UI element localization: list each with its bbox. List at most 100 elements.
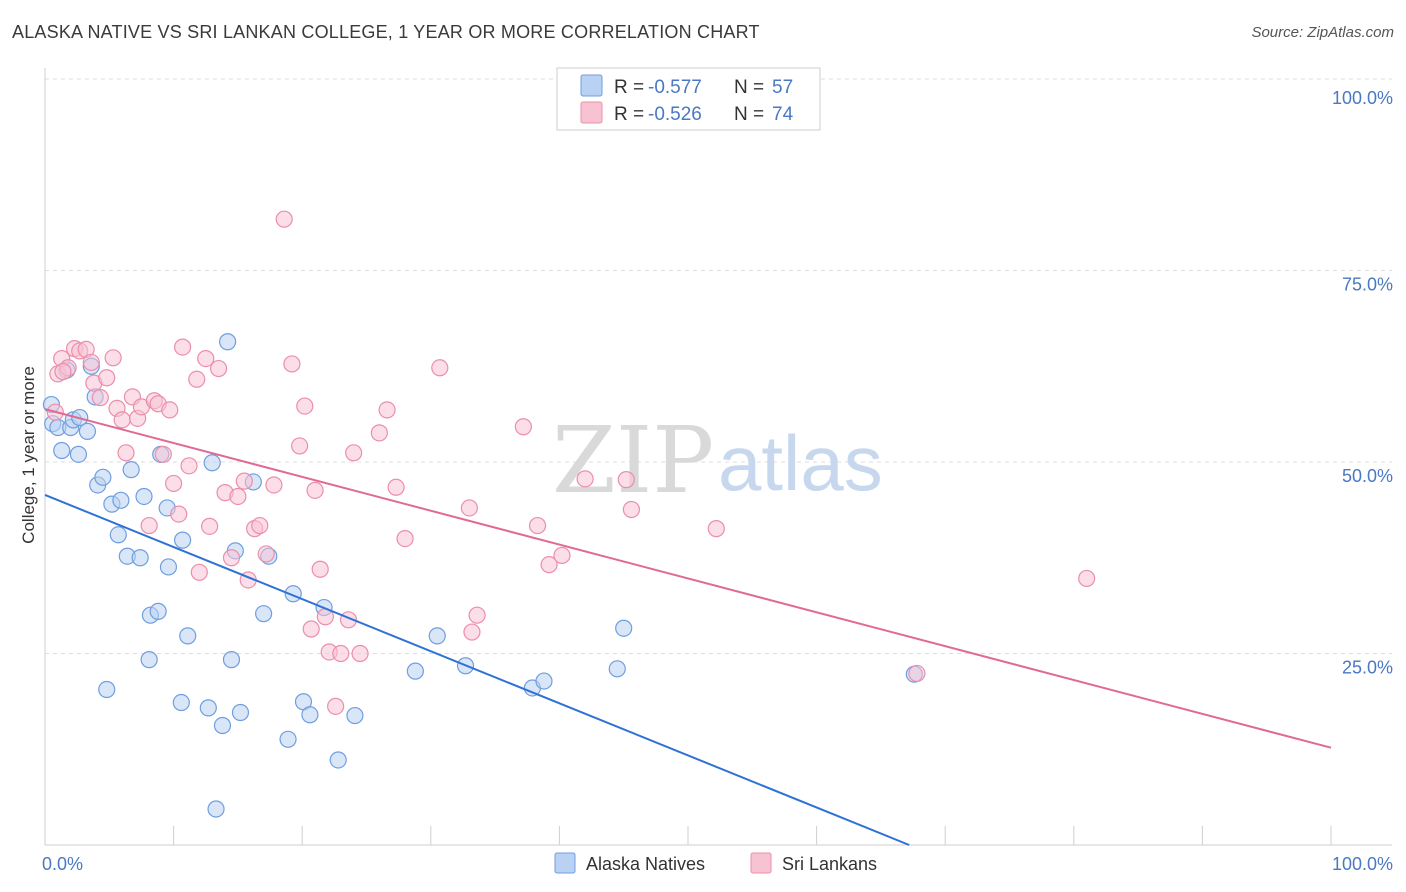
point-sri-lankans xyxy=(180,457,198,475)
y-tick-label: 50.0% xyxy=(1342,466,1393,486)
point-sri-lankans xyxy=(190,563,208,581)
point-sri-lankans xyxy=(265,476,283,494)
legend-label-sri-lankans: Sri Lankans xyxy=(782,854,877,874)
point-sri-lankans xyxy=(345,444,363,462)
legend-r-value: -0.526 xyxy=(648,104,702,125)
point-sri-lankans xyxy=(378,401,396,419)
point-sri-lankans xyxy=(165,474,183,493)
point-sri-lankans xyxy=(311,560,329,578)
y-tick-label: 25.0% xyxy=(1342,658,1393,678)
point-sri-lankans xyxy=(370,424,388,442)
point-sri-lankans xyxy=(197,349,215,368)
point-sri-lankans xyxy=(91,389,109,407)
point-alaska-natives xyxy=(608,660,626,678)
point-alaska-natives xyxy=(69,445,88,463)
watermark-zip: ZIP xyxy=(552,407,714,514)
point-alaska-natives xyxy=(131,549,149,567)
point-sri-lankans xyxy=(514,418,532,436)
point-sri-lankans xyxy=(154,445,172,463)
point-sri-lankans xyxy=(283,355,301,373)
legend-n-label: N = xyxy=(734,104,764,125)
ticks-layer: 25.0% 50.0% 75.0% 100.0% 0.0% 100.0% xyxy=(42,88,1393,874)
point-sri-lankans xyxy=(460,499,478,517)
point-sri-lankans xyxy=(387,478,405,496)
point-alaska-natives xyxy=(98,680,116,699)
legend-swatch-alaska-natives xyxy=(554,852,576,874)
point-sri-lankans xyxy=(553,546,571,565)
point-sri-lankans xyxy=(188,370,206,388)
point-sri-lankans xyxy=(174,338,192,356)
point-sri-lankans xyxy=(210,359,228,378)
point-sri-lankans xyxy=(229,487,247,506)
point-alaska-natives xyxy=(213,716,232,735)
point-sri-lankans xyxy=(117,444,135,462)
legend-swatch-blue xyxy=(580,74,603,97)
point-alaska-natives xyxy=(122,461,140,479)
point-sri-lankans xyxy=(170,505,188,523)
point-sri-lankans xyxy=(201,517,219,535)
point-alaska-natives xyxy=(329,751,347,769)
stats-legend: R = -0.577 N = 57 R = -0.526 N = 74 xyxy=(556,67,821,131)
point-sri-lankans xyxy=(257,545,275,563)
point-sri-lankans xyxy=(327,697,345,715)
point-alaska-natives xyxy=(428,627,446,645)
legend-r-label: R = xyxy=(614,104,644,125)
point-sri-lankans xyxy=(251,516,269,535)
chart-title: ALASKA NATIVE VS SRI LANKAN COLLEGE, 1 Y… xyxy=(12,22,760,42)
point-alaska-natives xyxy=(346,706,364,725)
legend-n-label: N = xyxy=(734,77,764,98)
point-sri-lankans xyxy=(468,606,486,624)
point-sri-lankans xyxy=(235,472,253,490)
point-alaska-natives xyxy=(301,706,319,724)
series-legend: Alaska Natives Sri Lankans xyxy=(554,852,877,874)
point-alaska-natives xyxy=(159,558,178,576)
legend-label-alaska-natives: Alaska Natives xyxy=(586,854,705,874)
source-label: Source: ZipAtlas.com xyxy=(1251,24,1394,41)
point-sri-lankans xyxy=(275,210,293,228)
point-alaska-natives xyxy=(172,693,190,712)
point-sri-lankans xyxy=(222,549,241,567)
point-alaska-natives xyxy=(78,422,97,440)
point-alaska-natives xyxy=(174,531,192,549)
point-sri-lankans xyxy=(463,623,481,641)
point-alaska-natives xyxy=(219,333,237,351)
point-alaska-natives xyxy=(149,602,167,620)
y-tick-label: 100.0% xyxy=(1332,88,1393,108)
watermark-atlas: atlas xyxy=(718,419,883,507)
point-alaska-natives xyxy=(53,441,71,460)
point-sri-lankans xyxy=(617,471,635,489)
point-alaska-natives xyxy=(135,487,153,506)
point-sri-lankans xyxy=(302,620,320,638)
point-alaska-natives xyxy=(94,468,112,486)
watermark: ZIP atlas xyxy=(552,407,883,514)
point-alaska-natives xyxy=(140,651,158,669)
points-layer xyxy=(42,210,1096,818)
point-sri-lankans xyxy=(332,644,350,663)
point-sri-lankans xyxy=(908,664,926,683)
point-alaska-natives xyxy=(199,699,217,717)
y-tick-label: 75.0% xyxy=(1342,275,1393,295)
y-axis-label: College, 1 year or more xyxy=(19,366,38,544)
legend-r-value: -0.577 xyxy=(648,77,702,98)
point-sri-lankans xyxy=(622,500,641,519)
point-sri-lankans xyxy=(707,520,725,538)
legend-swatch-pink xyxy=(580,101,603,124)
point-alaska-natives xyxy=(535,672,553,690)
point-sri-lankans xyxy=(528,516,547,535)
legend-n-value: 57 xyxy=(772,77,793,98)
point-sri-lankans xyxy=(161,401,179,419)
point-alaska-natives xyxy=(231,703,250,722)
point-alaska-natives xyxy=(109,526,127,544)
point-sri-lankans xyxy=(82,353,100,372)
grid-layer xyxy=(45,78,1392,654)
point-sri-lankans xyxy=(98,369,116,387)
point-sri-lankans xyxy=(140,516,158,535)
legend-n-value: 74 xyxy=(772,104,794,125)
x-tick-label: 0.0% xyxy=(42,854,83,874)
point-sri-lankans xyxy=(396,529,414,548)
legend-r-label: R = xyxy=(614,77,644,98)
point-alaska-natives xyxy=(279,730,297,748)
point-alaska-natives xyxy=(179,627,197,645)
point-sri-lankans xyxy=(431,359,449,377)
trend-line-alaska-natives xyxy=(44,494,910,846)
